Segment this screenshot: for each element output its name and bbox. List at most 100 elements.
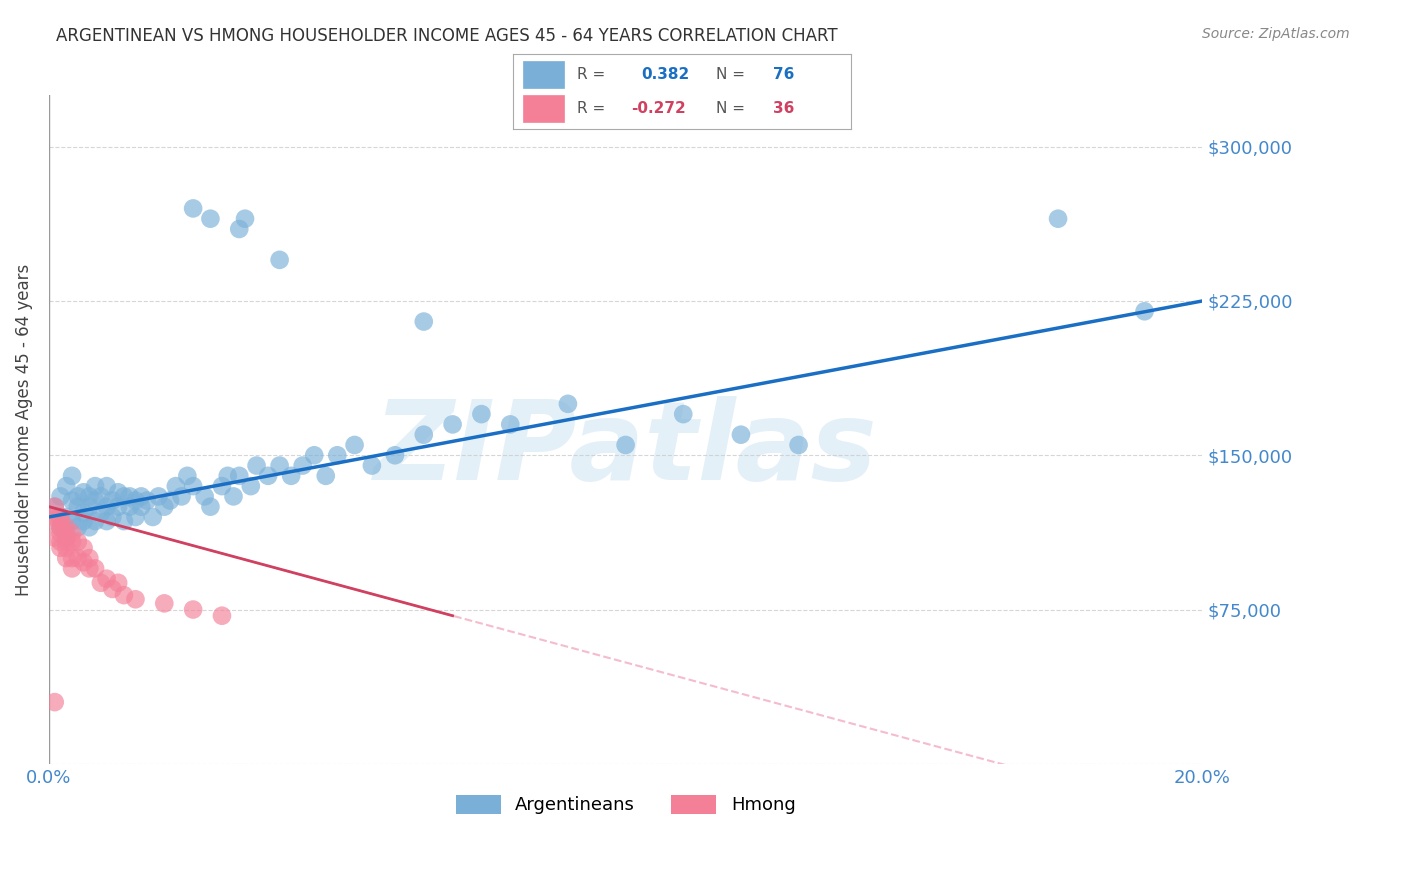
Hmong <box>49 520 72 534</box>
Argentineans <box>245 458 267 473</box>
Text: R =: R = <box>578 101 610 116</box>
Hmong <box>79 551 101 566</box>
Argentineans <box>181 479 204 493</box>
Hmong <box>124 592 146 607</box>
Argentineans <box>66 490 89 504</box>
Argentineans <box>233 211 256 226</box>
Argentineans <box>129 500 152 514</box>
Hmong <box>60 561 83 575</box>
Hmong <box>49 534 72 549</box>
Argentineans <box>49 490 72 504</box>
Argentineans <box>124 510 146 524</box>
Argentineans <box>1047 211 1070 226</box>
Argentineans <box>412 427 434 442</box>
Argentineans <box>239 479 262 493</box>
Argentineans <box>499 417 522 432</box>
Argentineans <box>222 490 245 504</box>
Argentineans <box>60 493 83 508</box>
Argentineans <box>96 479 118 493</box>
Argentineans <box>148 490 170 504</box>
Hmong <box>60 526 83 541</box>
Argentineans <box>79 500 101 514</box>
Argentineans <box>72 514 94 528</box>
Hmong <box>112 588 135 602</box>
Hmong <box>44 514 66 528</box>
Argentineans <box>360 458 382 473</box>
Argentineans <box>55 479 77 493</box>
Argentineans <box>614 438 637 452</box>
Argentineans <box>787 438 810 452</box>
Argentineans <box>55 531 77 545</box>
Hmong <box>49 514 72 528</box>
Text: R =: R = <box>578 67 610 82</box>
Argentineans <box>257 468 280 483</box>
Argentineans <box>181 202 204 216</box>
Hmong <box>44 500 66 514</box>
Argentineans <box>228 222 250 236</box>
Argentineans <box>60 514 83 528</box>
Hmong <box>44 531 66 545</box>
Argentineans <box>170 490 193 504</box>
Hmong <box>55 534 77 549</box>
Hmong <box>211 608 233 623</box>
Text: ZIPatlas: ZIPatlas <box>374 396 877 503</box>
Text: N =: N = <box>716 101 749 116</box>
Hmong <box>72 555 94 569</box>
Argentineans <box>228 468 250 483</box>
Argentineans <box>84 493 107 508</box>
Hmong <box>72 541 94 555</box>
Argentineans <box>672 407 695 421</box>
Hmong <box>96 572 118 586</box>
Argentineans <box>165 479 187 493</box>
Hmong <box>49 526 72 541</box>
Text: 36: 36 <box>773 101 794 116</box>
Text: Source: ZipAtlas.com: Source: ZipAtlas.com <box>1202 27 1350 41</box>
Argentineans <box>200 211 222 226</box>
Y-axis label: Householder Income Ages 45 - 64 years: Householder Income Ages 45 - 64 years <box>15 263 32 596</box>
Argentineans <box>194 490 217 504</box>
Argentineans <box>66 520 89 534</box>
Hmong <box>44 695 66 709</box>
Argentineans <box>124 493 146 508</box>
Hmong <box>66 551 89 566</box>
Hmong <box>55 526 77 541</box>
Argentineans <box>101 493 124 508</box>
Argentineans <box>118 500 141 514</box>
Legend: Argentineans, Hmong: Argentineans, Hmong <box>449 788 803 822</box>
Argentineans <box>96 514 118 528</box>
Hmong <box>55 531 77 545</box>
Argentineans <box>90 506 112 520</box>
Argentineans <box>72 485 94 500</box>
Argentineans <box>176 468 198 483</box>
Hmong <box>66 534 89 549</box>
Argentineans <box>90 490 112 504</box>
Argentineans <box>79 490 101 504</box>
Hmong <box>90 575 112 590</box>
Text: 0.382: 0.382 <box>641 67 690 82</box>
Argentineans <box>112 490 135 504</box>
Hmong <box>153 596 176 610</box>
Argentineans <box>302 448 325 462</box>
Argentineans <box>315 468 337 483</box>
Argentineans <box>343 438 366 452</box>
Argentineans <box>49 520 72 534</box>
Argentineans <box>159 493 181 508</box>
Argentineans <box>200 500 222 514</box>
Argentineans <box>1133 304 1156 318</box>
Argentineans <box>96 500 118 514</box>
Argentineans <box>136 493 159 508</box>
Argentineans <box>101 510 124 524</box>
Text: ARGENTINEAN VS HMONG HOUSEHOLDER INCOME AGES 45 - 64 YEARS CORRELATION CHART: ARGENTINEAN VS HMONG HOUSEHOLDER INCOME … <box>56 27 838 45</box>
Argentineans <box>280 468 302 483</box>
Argentineans <box>217 468 239 483</box>
Text: -0.272: -0.272 <box>631 101 686 116</box>
Argentineans <box>326 448 349 462</box>
Argentineans <box>730 427 752 442</box>
Argentineans <box>72 506 94 520</box>
Hmong <box>79 561 101 575</box>
Argentineans <box>142 510 165 524</box>
Argentineans <box>60 468 83 483</box>
Argentineans <box>153 500 176 514</box>
Hmong <box>107 575 129 590</box>
Hmong <box>60 551 83 566</box>
